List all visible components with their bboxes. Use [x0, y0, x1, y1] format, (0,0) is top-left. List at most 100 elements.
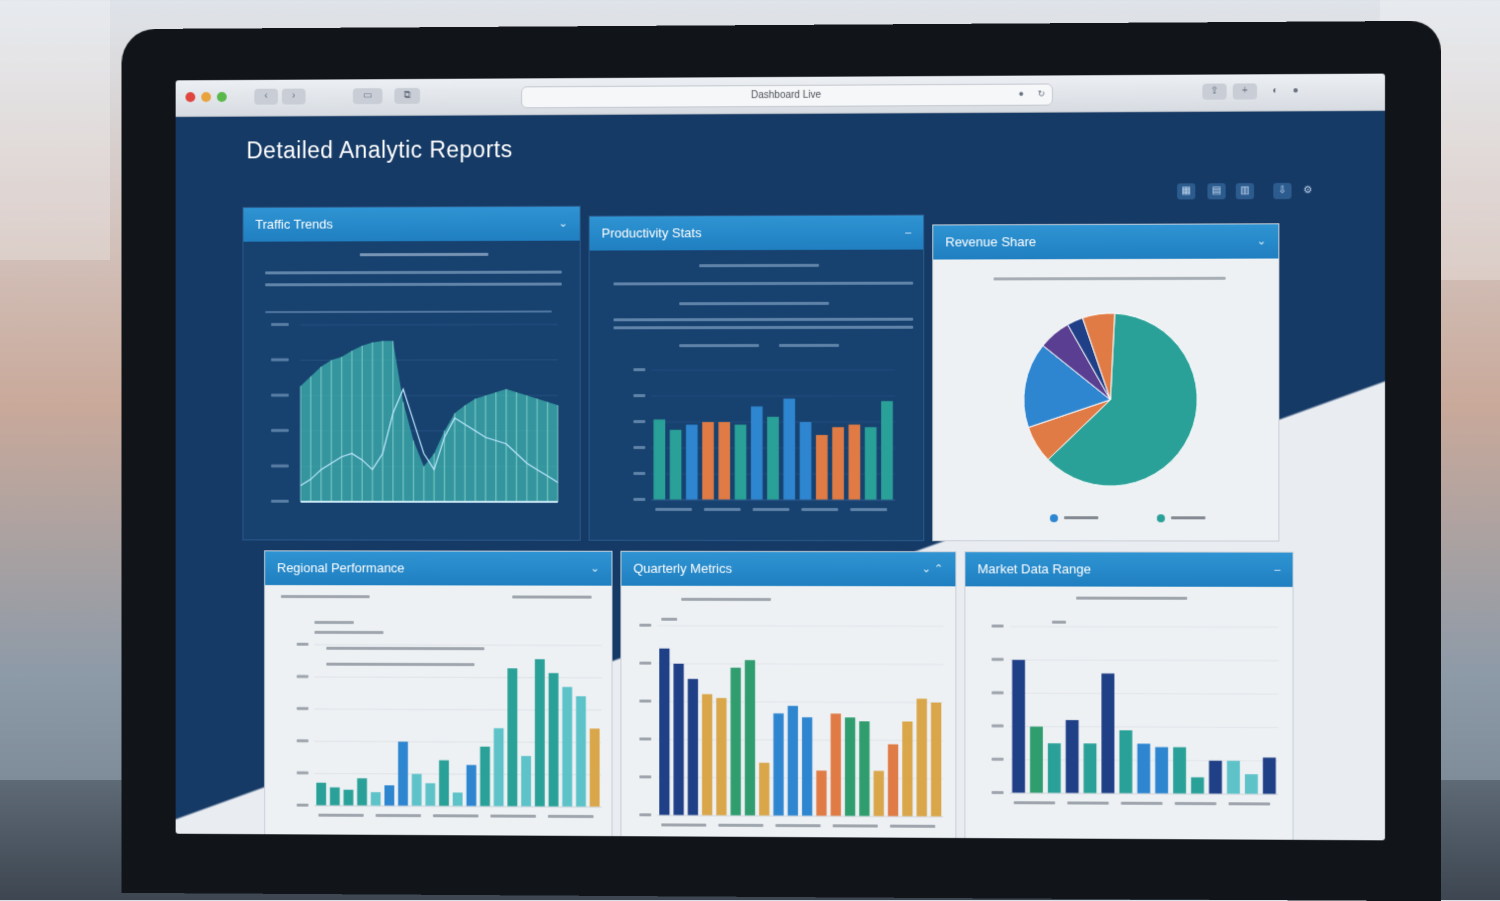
- x-tick-placeholder: [775, 824, 820, 827]
- caption-placeholder: [779, 344, 839, 347]
- chart-icon[interactable]: ▤: [1207, 183, 1225, 199]
- forward-button[interactable]: ›: [282, 89, 306, 105]
- bar: [357, 778, 367, 806]
- revenue-share-panel: Revenue Share ⌄: [932, 223, 1279, 541]
- y-tick-placeholder: [297, 771, 309, 774]
- back-button[interactable]: ‹: [254, 89, 278, 105]
- grid-icon[interactable]: ▦: [1177, 183, 1195, 199]
- panel-header[interactable]: Productivity Stats –: [590, 215, 924, 250]
- sidebar-toggle-button[interactable]: ▭: [353, 88, 383, 104]
- bar: [330, 787, 340, 805]
- y-tick-placeholder: [633, 420, 645, 423]
- y-tick-placeholder: [992, 691, 1004, 694]
- bar: [831, 714, 841, 817]
- bar: [845, 717, 855, 816]
- collapse-icon[interactable]: –: [905, 216, 911, 250]
- bar: [521, 756, 531, 807]
- bar: [865, 427, 877, 500]
- screen: ‹ › ▭ ⧉ Dashboard Live ● ↻ ⇪ + ◐ ● Detai…: [176, 74, 1385, 841]
- x-tick-placeholder: [1014, 801, 1055, 804]
- filter-icon[interactable]: ▥: [1236, 183, 1254, 199]
- y-tick-placeholder: [297, 707, 309, 710]
- bar: [453, 793, 463, 807]
- bar-chart: [621, 586, 955, 841]
- maximize-window-dot[interactable]: [217, 92, 227, 102]
- collapse-icon[interactable]: –: [1274, 553, 1280, 587]
- x-tick-placeholder: [1121, 802, 1163, 805]
- y-tick-placeholder: [639, 813, 651, 816]
- bar: [832, 427, 844, 500]
- bar: [1030, 727, 1043, 794]
- gridline: [1010, 627, 1279, 628]
- y-tick-placeholder: [297, 804, 309, 807]
- bar: [507, 668, 517, 806]
- bar: [562, 687, 572, 807]
- panel-header[interactable]: Revenue Share ⌄: [933, 224, 1278, 259]
- bar: [802, 717, 812, 816]
- browser-toolbar: ‹ › ▭ ⧉ Dashboard Live ● ↻ ⇪ + ◐ ●: [176, 74, 1385, 117]
- background-window: [0, 0, 110, 260]
- bar: [767, 417, 779, 500]
- bar: [670, 430, 682, 500]
- y-tick-placeholder: [639, 775, 651, 778]
- bar: [917, 699, 927, 817]
- x-tick-placeholder: [490, 815, 536, 818]
- y-tick-placeholder: [633, 498, 645, 501]
- chevron-down-icon[interactable]: ⌄: [559, 207, 568, 241]
- bar: [576, 696, 586, 807]
- address-bar[interactable]: Dashboard Live ● ↻: [521, 83, 1053, 108]
- bar: [398, 742, 408, 806]
- new-tab-button[interactable]: +: [1233, 83, 1257, 99]
- tab-overview-button[interactable]: ⧉: [394, 88, 420, 104]
- bar-chart: [590, 250, 924, 541]
- expand-collapse-icon[interactable]: ⌄ ⌃: [922, 552, 944, 586]
- x-tick-placeholder: [548, 815, 594, 818]
- y-tick-placeholder: [297, 675, 309, 678]
- bar: [783, 399, 795, 500]
- bar: [702, 422, 714, 500]
- caption-placeholder: [661, 618, 677, 621]
- market-data-range-panel: Market Data Range –: [964, 551, 1293, 840]
- panel-title: Regional Performance: [277, 560, 405, 575]
- info-icon[interactable]: ●: [1288, 83, 1302, 99]
- gridline: [314, 645, 601, 646]
- bar: [1173, 747, 1186, 794]
- caption-placeholder: [360, 253, 489, 256]
- settings-icon[interactable]: ⚙: [1302, 183, 1314, 199]
- reload-icon[interactable]: ↻: [1035, 88, 1048, 101]
- y-tick-placeholder: [639, 662, 651, 665]
- caption-placeholder: [281, 595, 370, 598]
- y-tick-placeholder: [271, 500, 289, 503]
- bar: [1048, 743, 1061, 793]
- export-icon[interactable]: ⇩: [1273, 183, 1291, 199]
- chevron-down-icon[interactable]: ⌄: [1257, 224, 1266, 258]
- minimize-window-dot[interactable]: [201, 92, 211, 102]
- y-tick-placeholder: [992, 625, 1004, 628]
- bar: [466, 765, 476, 807]
- share-button[interactable]: ⇪: [1202, 84, 1226, 100]
- caption-placeholder: [265, 271, 562, 275]
- bar: [931, 703, 941, 817]
- traffic-trends-panel: Traffic Trends ⌄: [242, 206, 580, 541]
- bar: [888, 744, 898, 816]
- gridline: [657, 702, 943, 703]
- account-icon[interactable]: ◐: [1268, 83, 1282, 99]
- chevron-down-icon[interactable]: ⌄: [590, 552, 599, 586]
- close-window-dot[interactable]: [185, 92, 195, 102]
- caption-placeholder: [613, 326, 913, 330]
- panel-header[interactable]: Quarterly Metrics ⌄ ⌃: [621, 552, 955, 587]
- y-tick-placeholder: [992, 791, 1004, 794]
- gridline: [314, 677, 601, 678]
- panel-header[interactable]: Regional Performance ⌄: [265, 551, 611, 585]
- regional-performance-panel: Regional Performance ⌄: [264, 550, 612, 840]
- legend-swatch: [1157, 514, 1165, 522]
- address-bar-text: Dashboard Live: [751, 90, 821, 101]
- panel-header[interactable]: Market Data Range –: [965, 552, 1292, 587]
- bar: [439, 760, 449, 806]
- panel-header[interactable]: Traffic Trends ⌄: [243, 207, 579, 242]
- y-tick-placeholder: [639, 737, 651, 740]
- bar: [688, 679, 698, 816]
- x-tick-placeholder: [433, 814, 479, 817]
- bar-chart: [265, 585, 611, 840]
- y-tick-placeholder: [639, 624, 651, 627]
